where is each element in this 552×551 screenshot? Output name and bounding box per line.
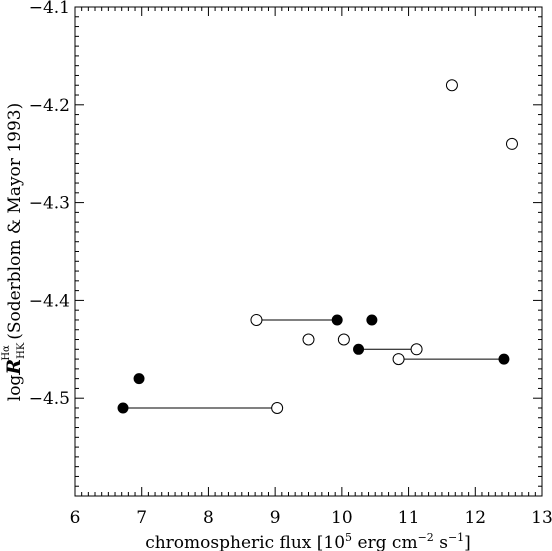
x-title-sup: 5: [345, 531, 352, 544]
open-data-point: [410, 343, 423, 356]
y-tick-labels: −4.5 −4.4 −4.3 −4.2 −4.1: [29, 0, 70, 409]
y-title-r: R: [3, 359, 25, 376]
x-tick-label: 12: [464, 508, 486, 528]
open-data-point: [302, 333, 315, 346]
open-data-point: [271, 401, 284, 414]
x-tick-label: 13: [531, 508, 552, 528]
major-ticks: [74, 6, 543, 496]
filled-data-point: [331, 314, 343, 326]
data-points: [117, 79, 518, 414]
x-tick-label: 11: [398, 508, 420, 528]
open-data-point: [505, 137, 518, 150]
x-tick-label: 6: [70, 508, 81, 528]
filled-data-point: [366, 314, 378, 326]
y-axis-title: logRHKHα (Soderblom & Mayor 1993): [1, 103, 27, 401]
x-title-part: erg cm: [352, 533, 418, 551]
filled-data-point: [117, 402, 129, 414]
x-title-part: s: [434, 533, 448, 551]
y-title-rest: (Soderblom & Mayor 1993): [5, 103, 25, 345]
y-title-sub: HK: [16, 342, 27, 359]
y-title-sup: Hα: [1, 345, 12, 361]
x-tick-labels: 6 7 8 9 10 11 12 13: [70, 508, 552, 528]
y-tick-label: −4.2: [29, 96, 70, 116]
x-title-part: chromospheric flux [10: [145, 533, 345, 551]
open-data-point: [337, 333, 350, 346]
y-tick-label: −4.5: [29, 389, 70, 409]
filled-data-point: [498, 353, 510, 365]
y-tick-label: −4.4: [29, 291, 70, 311]
x-tick-label: 7: [136, 508, 147, 528]
x-title-part: ]: [464, 533, 471, 551]
filled-data-point: [133, 373, 145, 385]
filled-data-point: [353, 343, 365, 355]
x-tick-label: 8: [203, 508, 214, 528]
x-title-sup: −2: [418, 531, 434, 544]
open-data-point: [250, 313, 263, 326]
x-title-sup: −1: [448, 531, 464, 544]
y-tick-label: −4.1: [29, 0, 70, 18]
plot-frame: [74, 6, 543, 497]
minor-ticks: [75, 7, 542, 496]
open-data-point: [445, 79, 458, 92]
y-tick-label: −4.3: [29, 194, 70, 214]
connector-lines: [123, 319, 504, 409]
x-tick-label: 9: [270, 508, 281, 528]
x-axis-title: chromospheric flux [105 erg cm−2 s−1]: [145, 531, 471, 551]
open-data-point: [392, 353, 405, 366]
x-tick-label: 10: [331, 508, 353, 528]
y-title-log: log: [5, 375, 25, 402]
